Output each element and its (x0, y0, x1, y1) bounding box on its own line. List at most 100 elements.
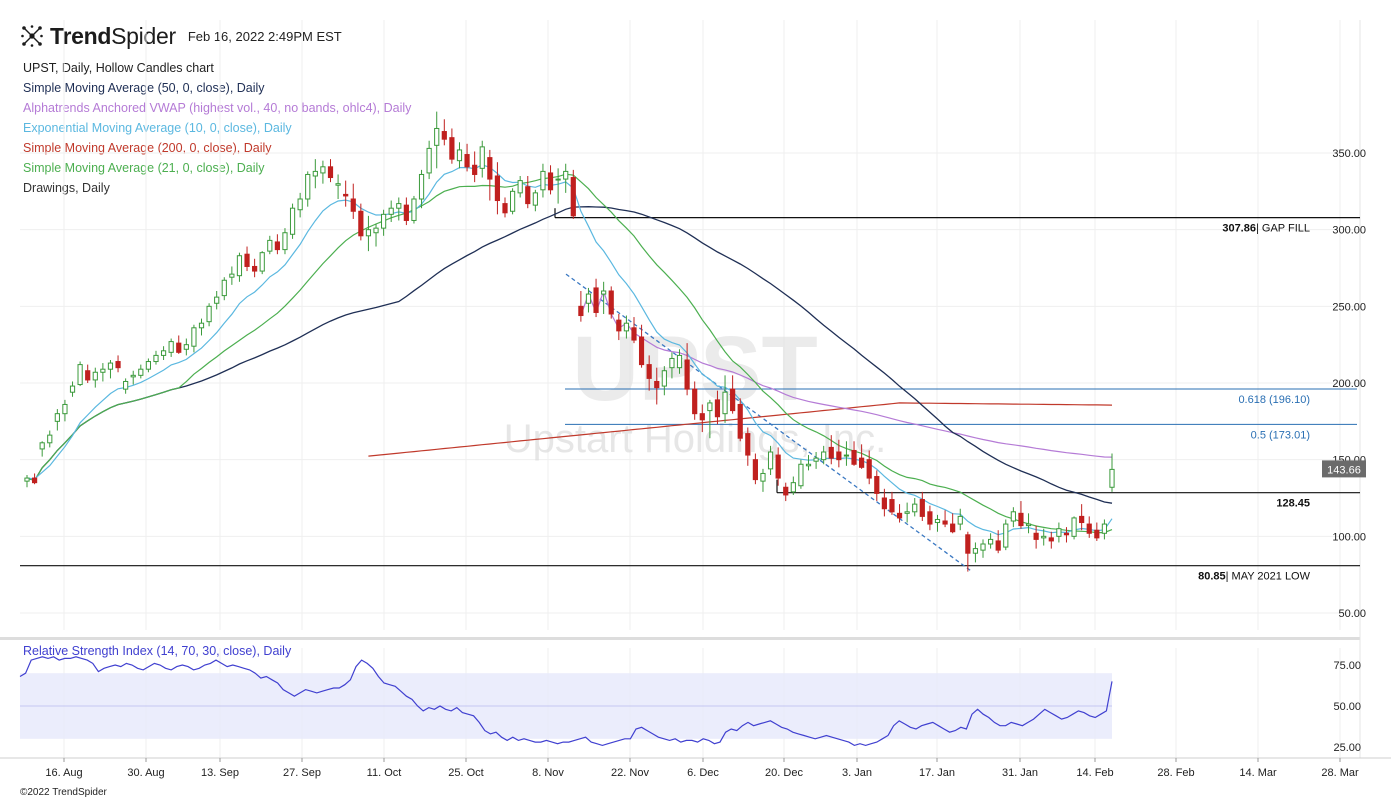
candle-body (623, 322, 630, 332)
candle-body (965, 534, 971, 554)
candle-body (1048, 537, 1054, 542)
candle (365, 215, 372, 252)
candle-body (1109, 468, 1115, 488)
candle (714, 390, 721, 425)
legend-sma50[interactable]: Simple Moving Average (50, 0, close), Da… (23, 81, 265, 95)
candle-body (1086, 523, 1092, 534)
rsi-tick-label: 50.00 (1333, 701, 1361, 713)
candle-body (160, 350, 167, 356)
candle (676, 349, 683, 374)
candle (1041, 528, 1047, 546)
candle-body (100, 368, 106, 373)
candlestick-series[interactable] (24, 111, 1115, 572)
candle (767, 445, 774, 475)
candle-body (183, 344, 189, 350)
candle (381, 209, 387, 236)
candle (138, 364, 144, 379)
rsi-panel[interactable]: Relative Strength Index (14, 70, 30, clo… (19, 644, 1361, 754)
x-tick-label: 27. Sep (283, 767, 321, 779)
candle-body (350, 198, 356, 212)
candle (259, 251, 265, 275)
candle (1033, 525, 1039, 549)
legend-drawings[interactable]: Drawings, Daily (23, 181, 110, 195)
candle (995, 530, 1001, 554)
candle-body (289, 207, 296, 235)
candle (859, 444, 865, 469)
x-tick-label: 13. Sep (201, 767, 239, 779)
candle-body (259, 252, 265, 272)
ema10-line (26, 164, 1113, 536)
candle-body (479, 146, 485, 169)
last-price-badge (1322, 460, 1366, 478)
candle (206, 303, 212, 327)
candle (821, 445, 827, 465)
brand-name-light: Spider (111, 22, 176, 49)
price-axis[interactable]: 50.00100.00150.00200.00250.00300.00350.0… (1322, 148, 1366, 620)
candle-body (790, 482, 796, 493)
candle (654, 367, 660, 405)
legend-anchored-vwap[interactable]: Alphatrends Anchored VWAP (highest vol.,… (23, 101, 412, 115)
candle (1109, 453, 1115, 492)
candle-body (540, 170, 546, 191)
candle (646, 355, 652, 391)
candle-body (988, 538, 994, 545)
x-tick-label: 16. Aug (45, 767, 82, 779)
candle-body (760, 472, 766, 482)
copyright-text: ©2022 TrendSpider (20, 787, 107, 798)
candle-body (1063, 532, 1070, 536)
candle-body (214, 296, 220, 304)
candle-body (343, 193, 349, 197)
candle-body (745, 433, 751, 456)
candle (1101, 519, 1108, 540)
candle-body (1010, 511, 1016, 522)
legend-sma21[interactable]: Simple Moving Average (21, 0, close), Da… (23, 161, 265, 175)
candle-body (699, 413, 705, 421)
candle-body (525, 186, 531, 205)
candle-body (517, 180, 523, 194)
candle (661, 366, 667, 396)
legend-sma200[interactable]: Simple Moving Average (200, 0, close), D… (23, 141, 272, 155)
candle (123, 378, 129, 394)
legend-ema10[interactable]: Exponential Moving Average (10, 0, close… (23, 121, 292, 135)
candle (358, 203, 364, 241)
candle (305, 171, 311, 207)
chart-title[interactable]: UPST, Daily, Hollow Candles chart (23, 61, 214, 75)
candle (236, 252, 243, 282)
candle (320, 160, 326, 184)
candle (85, 364, 91, 383)
x-tick-label: 20. Dec (765, 767, 803, 779)
candle-body (547, 172, 554, 191)
time-axis[interactable]: 16. Aug 30. Aug 13. Sep 27. Sep 11. Oct 25. O… (45, 758, 1359, 779)
candle (1025, 513, 1032, 534)
candle (1079, 504, 1085, 531)
candle-body (77, 364, 83, 386)
candle (191, 324, 197, 353)
candle (1048, 531, 1054, 549)
candle (502, 197, 508, 218)
level-label: 0.5 (173.01) (1251, 429, 1310, 441)
candle-body (236, 255, 243, 277)
horizontal-levels[interactable]: 307.86| GAP FILL 0.618 (196.10) 0.5 (173.0… (20, 208, 1360, 583)
candle (692, 381, 698, 420)
candle (638, 324, 645, 368)
candle-body (775, 454, 781, 479)
candle (1003, 519, 1009, 551)
moving-averages (26, 164, 1113, 536)
candle-body (426, 147, 432, 174)
candle-body (396, 203, 402, 209)
candle (934, 514, 941, 532)
candle-body (805, 463, 812, 467)
candle (760, 468, 766, 492)
candle (176, 335, 182, 354)
candle-body (24, 477, 30, 482)
candle (790, 476, 796, 495)
candle (411, 195, 417, 224)
candle (464, 143, 470, 172)
candle (373, 223, 379, 247)
candle-body (828, 446, 834, 459)
candle (312, 159, 318, 189)
candle (669, 352, 675, 379)
candle-body (904, 511, 910, 514)
candle-body (107, 362, 114, 370)
